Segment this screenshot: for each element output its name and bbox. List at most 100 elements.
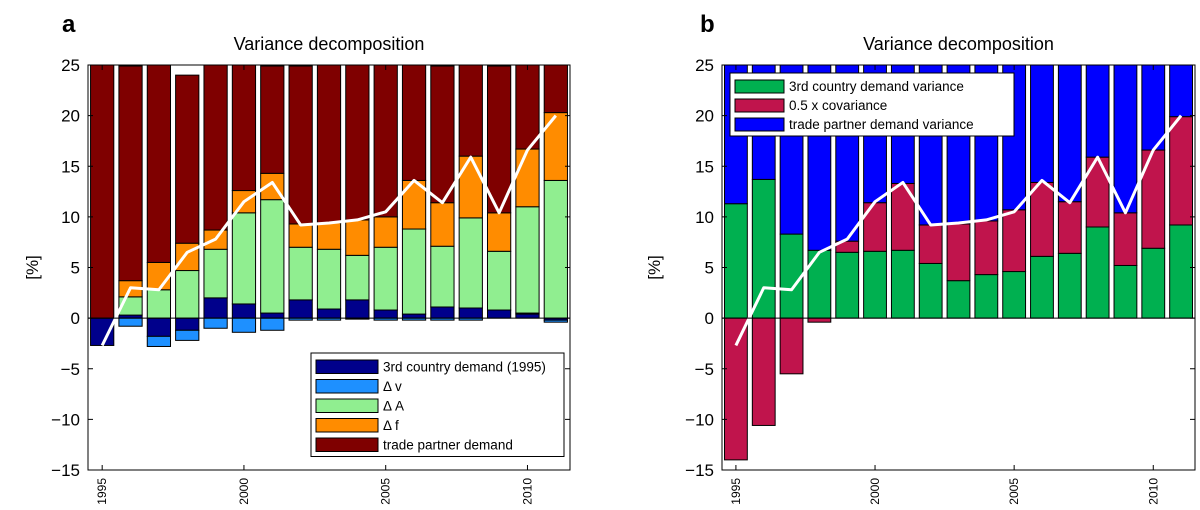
- bar-1995-series-1: [724, 317, 748, 461]
- bar-2006-series-0: [401, 313, 427, 319]
- bar-2004-series-3: [345, 219, 370, 256]
- bar-2002-series-0: [288, 299, 313, 319]
- bar-2004-series-2: [345, 254, 370, 301]
- bar-2011-series-4: [543, 65, 568, 114]
- bar-2003-series-2: [316, 248, 342, 310]
- bar-2003-series-4: [316, 65, 342, 224]
- bar-1995-series-4: [90, 65, 115, 319]
- bar-2002-series-1: [918, 224, 943, 264]
- x-tick-label: 1995: [95, 478, 109, 505]
- legend-swatch-0: [734, 79, 785, 94]
- bar-2009-series-1: [1113, 212, 1138, 266]
- bar-2006-series-2: [401, 228, 427, 315]
- bar-2009-series-4: [486, 65, 512, 214]
- bar-2011-series-2: [543, 179, 568, 319]
- y-tick-label: −10: [51, 410, 80, 429]
- bar-2010-series-4: [515, 65, 540, 150]
- bar-2005-series-0: [373, 309, 398, 319]
- bar-1997-series-3: [146, 261, 172, 291]
- bar-2005-series-4: [373, 65, 398, 218]
- chart-title: Variance decomposition: [863, 34, 1054, 54]
- bar-2004-series-1: [974, 220, 999, 276]
- bar-2000-series-2: [231, 212, 257, 305]
- bar-2003-series-0: [946, 280, 971, 319]
- bar-2009-series-0: [486, 309, 512, 319]
- bar-1997-series-1: [146, 335, 172, 347]
- bar-2001-series-1: [260, 317, 285, 331]
- bar-2000-series-0: [231, 303, 257, 319]
- bar-1998-series-4: [175, 74, 200, 244]
- y-tick-label: −15: [685, 461, 714, 480]
- x-tick-label: 2000: [868, 478, 882, 505]
- bar-1996-series-1: [118, 317, 143, 327]
- bar-2011-series-0: [1169, 224, 1194, 319]
- legend-label-1: 0.5 x covariance: [789, 98, 887, 113]
- bar-1999-series-0: [203, 297, 228, 319]
- legend-label-4: trade partner demand: [383, 438, 513, 453]
- bar-2008-series-2: [1085, 65, 1110, 158]
- bar-2004-series-0: [974, 274, 999, 319]
- x-tick-label: 1995: [729, 478, 743, 505]
- x-tick-label: 2005: [379, 478, 393, 505]
- legend-swatch-2: [734, 117, 785, 132]
- bar-2002-series-3: [288, 223, 313, 248]
- bar-2005-series-0: [1002, 271, 1027, 319]
- bar-1999-series-1: [203, 317, 228, 329]
- y-tick-label: −5: [695, 360, 714, 379]
- legend-label-2: Δ A: [383, 399, 404, 414]
- chart-title: Variance decomposition: [234, 34, 425, 54]
- bar-2002-series-2: [288, 246, 313, 301]
- panel-label: a: [62, 11, 76, 38]
- legend: 3rd country demand variance 0.5 x covaria…: [729, 72, 1015, 137]
- bar-2001-series-2: [260, 199, 285, 314]
- y-tick-label: 15: [61, 157, 80, 176]
- bar-2001-series-0: [890, 249, 915, 319]
- bar-2008-series-2: [458, 217, 483, 309]
- bar-2004-series-0: [345, 299, 370, 319]
- bar-2000-series-4: [231, 65, 257, 192]
- bar-1996-series-4: [118, 65, 143, 282]
- y-tick-label: 20: [61, 107, 80, 126]
- bar-2010-series-3: [515, 148, 540, 208]
- bar-1997-series-1: [779, 317, 804, 375]
- bar-2001-series-4: [260, 65, 285, 174]
- bar-2011-series-3: [543, 112, 568, 181]
- total-line: [734, 114, 1183, 347]
- y-tick-label: −15: [51, 461, 80, 480]
- bar-1997-series-4: [146, 65, 172, 263]
- bar-2007-series-0: [430, 306, 455, 319]
- bar-1999-series-2: [203, 248, 228, 299]
- bar-2010-series-0: [515, 313, 540, 319]
- legend-label-0: 3rd country demand variance: [789, 79, 964, 94]
- x-tick-label: 2005: [1007, 478, 1021, 505]
- panel-label: b: [700, 11, 715, 38]
- y-tick-label: 5: [71, 259, 80, 278]
- bar-1997-series-0: [146, 317, 172, 337]
- bar-2008-series-0: [458, 307, 483, 319]
- bar-1999-series-4: [203, 65, 228, 231]
- bar-2001-series-0: [260, 312, 285, 319]
- y-tick-label: 0: [71, 309, 80, 328]
- y-axis-label: [%]: [23, 255, 42, 280]
- bars-group: [90, 65, 568, 347]
- bar-2000-series-0: [863, 250, 887, 319]
- bar-2010-series-0: [1141, 247, 1166, 319]
- bar-2007-series-0: [1057, 252, 1082, 319]
- bar-2003-series-0: [316, 308, 342, 319]
- bar-2002-series-0: [918, 262, 943, 319]
- bar-2006-series-0: [1030, 255, 1054, 319]
- bar-2010-series-2: [1141, 65, 1166, 151]
- bar-1996-series-1: [751, 317, 776, 426]
- bar-1998-series-2: [175, 270, 200, 319]
- bar-2009-series-3: [486, 212, 512, 252]
- legend-swatch-1: [315, 379, 379, 394]
- bar-2007-series-2: [430, 245, 455, 308]
- bar-1999-series-0: [835, 251, 860, 319]
- bar-1998-series-0: [175, 317, 200, 331]
- legend-swatch-4: [315, 437, 379, 452]
- legend-label-1: Δ v: [383, 379, 402, 394]
- bar-1998-series-1: [175, 329, 200, 341]
- bar-2010-series-2: [515, 206, 540, 314]
- y-tick-label: 20: [695, 107, 714, 126]
- y-tick-label: −5: [61, 360, 80, 379]
